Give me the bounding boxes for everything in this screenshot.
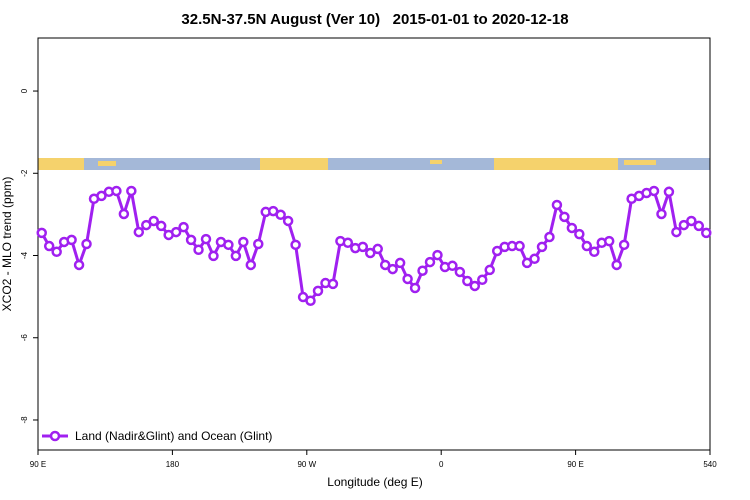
y-tick-label: -6	[20, 334, 29, 342]
point	[686, 215, 697, 227]
point	[424, 256, 436, 268]
x-tick-label: 180	[166, 460, 180, 469]
point	[678, 219, 690, 231]
point	[111, 185, 122, 197]
point	[379, 259, 391, 271]
point	[462, 275, 473, 287]
y-tick-label: -8	[20, 416, 29, 424]
point	[701, 227, 712, 239]
y-axis-label: XCO2 - MLO trend (ppm)	[0, 177, 14, 312]
point	[305, 295, 316, 306]
point	[238, 236, 249, 248]
point	[141, 219, 152, 231]
point	[611, 259, 622, 271]
point	[155, 220, 167, 232]
point	[357, 241, 369, 253]
point	[432, 249, 443, 261]
plot-frame	[37, 37, 711, 451]
chart-title: 32.5N-37.5N August (Ver 10) 2015-01-01 t…	[181, 11, 568, 28]
point	[372, 243, 383, 255]
x-tick-label: 90 E	[30, 460, 46, 469]
point	[193, 244, 204, 256]
point	[402, 273, 413, 285]
point	[342, 237, 354, 249]
point	[253, 238, 264, 250]
point	[663, 186, 675, 198]
legend: Land (Nadir&Glint) and Ocean (Glint)	[42, 429, 272, 443]
point	[43, 240, 55, 252]
point	[36, 227, 47, 239]
point	[656, 208, 667, 220]
point	[551, 199, 563, 211]
point	[693, 220, 705, 232]
x-tick-label: 90 E	[567, 460, 583, 469]
point	[178, 221, 189, 233]
point	[491, 245, 503, 257]
land-ocean-strip	[38, 158, 710, 170]
point	[96, 190, 107, 202]
point	[73, 259, 85, 271]
point	[417, 265, 428, 276]
point	[170, 226, 182, 238]
legend-marker	[49, 430, 61, 442]
point	[484, 264, 495, 276]
point	[454, 266, 466, 278]
point	[223, 239, 234, 251]
point	[514, 240, 525, 252]
point	[394, 257, 406, 269]
point	[671, 226, 682, 238]
legend-label: Land (Nadir&Glint) and Ocean (Glint)	[75, 429, 272, 443]
point	[230, 250, 242, 262]
point	[126, 185, 137, 197]
x-tick-label: 0	[439, 460, 444, 469]
point	[133, 226, 145, 238]
point	[447, 260, 458, 272]
x-tick-label: 90 W	[297, 460, 316, 469]
point	[282, 215, 294, 227]
point	[409, 282, 421, 294]
x-tick-label: 540	[703, 460, 717, 469]
point	[208, 250, 219, 262]
point	[566, 222, 578, 234]
point	[81, 238, 92, 250]
point	[529, 253, 540, 265]
point	[618, 239, 630, 251]
point	[536, 241, 548, 253]
point	[544, 231, 555, 243]
point	[469, 280, 481, 292]
point	[581, 240, 593, 252]
point	[327, 278, 339, 290]
point	[118, 208, 130, 220]
point	[387, 263, 398, 275]
y-tick-label: -2	[20, 169, 29, 177]
point	[200, 233, 212, 245]
point	[185, 234, 197, 246]
point	[275, 209, 286, 221]
point	[290, 239, 301, 251]
y-tick-label: 0	[20, 88, 29, 93]
point	[589, 246, 600, 258]
point	[148, 215, 159, 227]
point	[365, 247, 376, 259]
point	[521, 257, 533, 269]
point	[51, 246, 62, 258]
point	[603, 235, 615, 247]
y-tick-label: -4	[20, 251, 29, 259]
point	[477, 274, 488, 286]
x-axis-label: Longitude (deg E)	[327, 475, 422, 489]
point	[648, 185, 660, 197]
point	[312, 285, 324, 297]
point	[574, 228, 585, 240]
point	[245, 259, 257, 271]
point	[559, 211, 570, 223]
point	[66, 234, 77, 246]
